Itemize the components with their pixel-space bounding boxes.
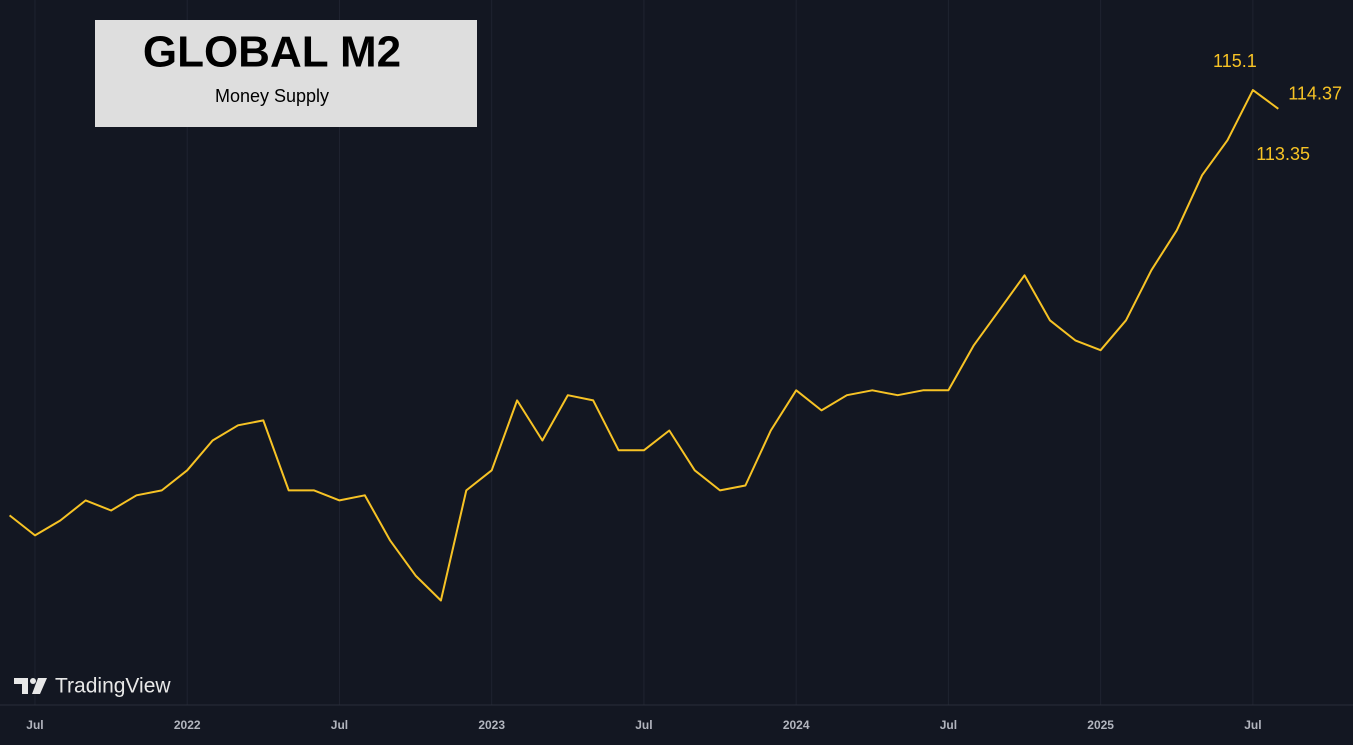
x-tick-label: 2023 (478, 718, 505, 732)
x-tick-label: 2025 (1087, 718, 1114, 732)
x-tick-label: Jul (26, 718, 43, 732)
x-tick-label: Jul (635, 718, 652, 732)
line-series (8, 89, 1279, 602)
x-tick-label: 2022 (174, 718, 201, 732)
annotation: 113.35 (1256, 144, 1310, 164)
chart-title: GLOBAL M2 (143, 28, 401, 77)
annotation: 115.1 (1213, 51, 1257, 71)
x-tick-label: Jul (331, 718, 348, 732)
x-tick-label: 2024 (783, 718, 810, 732)
chart-subtitle: Money Supply (215, 86, 329, 106)
watermark-logo (14, 678, 47, 694)
logo-part (30, 678, 36, 684)
logo-part (32, 678, 47, 694)
title-box (95, 20, 477, 127)
logo-part (14, 678, 28, 694)
annotation: 114.37 (1288, 84, 1342, 104)
x-tick-label: Jul (1244, 718, 1261, 732)
watermark: TradingView (55, 675, 171, 698)
x-tick-label: Jul (940, 718, 957, 732)
plot (8, 89, 1279, 602)
